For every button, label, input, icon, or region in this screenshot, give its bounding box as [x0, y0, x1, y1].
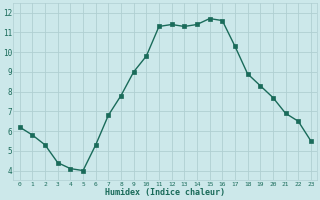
X-axis label: Humidex (Indice chaleur): Humidex (Indice chaleur) [105, 188, 225, 197]
